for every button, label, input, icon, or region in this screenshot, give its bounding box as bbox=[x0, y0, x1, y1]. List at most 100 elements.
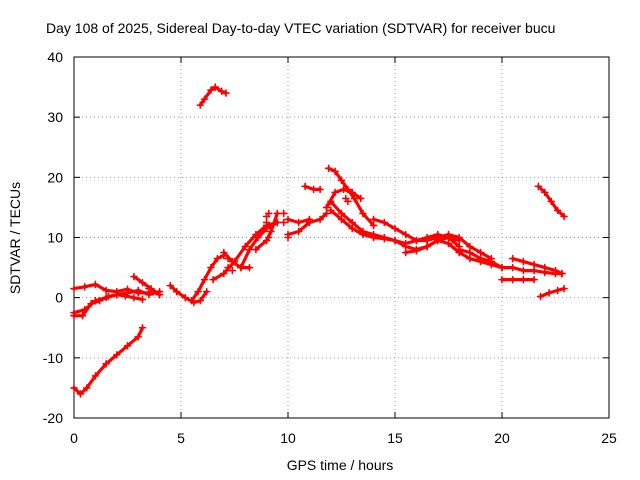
series-trace bbox=[538, 287, 566, 299]
data-point bbox=[264, 233, 273, 242]
data-point bbox=[200, 275, 209, 284]
data-point bbox=[145, 290, 153, 299]
data-point bbox=[322, 209, 331, 218]
data-layer bbox=[70, 83, 568, 398]
data-point bbox=[254, 233, 262, 242]
data-point bbox=[553, 286, 562, 295]
data-point bbox=[213, 254, 222, 263]
data-point bbox=[551, 266, 560, 275]
data-point bbox=[466, 248, 474, 257]
data-point bbox=[241, 242, 249, 251]
data-point bbox=[316, 215, 324, 224]
data-point bbox=[541, 263, 549, 272]
data-point bbox=[224, 254, 232, 263]
data-point bbox=[207, 86, 215, 94]
data-point bbox=[121, 292, 130, 300]
data-point bbox=[273, 209, 282, 218]
data-point bbox=[87, 299, 95, 308]
data-point bbox=[476, 254, 485, 263]
data-point bbox=[423, 236, 431, 245]
series-arc-13 bbox=[284, 209, 331, 239]
data-point bbox=[401, 230, 410, 239]
data-point bbox=[220, 269, 228, 278]
data-point bbox=[113, 351, 121, 359]
data-point bbox=[444, 230, 453, 239]
data-point bbox=[130, 293, 138, 302]
y-tick-label: 40 bbox=[47, 49, 63, 65]
series-trace bbox=[72, 326, 145, 396]
data-point bbox=[262, 224, 271, 233]
data-point bbox=[181, 293, 190, 302]
data-point bbox=[194, 287, 202, 296]
x-tick-label: 10 bbox=[280, 430, 296, 446]
data-point bbox=[327, 197, 335, 206]
data-point bbox=[102, 286, 110, 295]
x-tick-label: 0 bbox=[70, 430, 78, 446]
data-point bbox=[196, 296, 205, 305]
grid-layer bbox=[74, 57, 609, 418]
data-point bbox=[309, 185, 318, 194]
data-point bbox=[95, 296, 104, 305]
data-point bbox=[337, 176, 346, 185]
data-point bbox=[380, 218, 389, 227]
y-axis-label: SDTVAR / TECUs bbox=[7, 182, 23, 294]
series-arc-23 bbox=[498, 275, 538, 284]
data-point bbox=[279, 218, 288, 227]
data-point bbox=[560, 284, 568, 293]
series-arc-3 bbox=[70, 290, 147, 320]
data-point bbox=[200, 95, 209, 103]
series-arc-6 bbox=[166, 281, 211, 307]
data-point bbox=[91, 280, 100, 289]
y-tick-label: 0 bbox=[55, 290, 63, 306]
data-point bbox=[339, 185, 348, 194]
x-tick-label: 25 bbox=[601, 430, 617, 446]
data-point bbox=[228, 266, 237, 275]
data-point bbox=[348, 188, 356, 197]
y-tick-label: 20 bbox=[47, 169, 63, 185]
data-point bbox=[508, 275, 517, 284]
data-point bbox=[536, 292, 545, 301]
data-point bbox=[455, 245, 463, 254]
data-point bbox=[211, 83, 220, 91]
data-point bbox=[434, 236, 442, 245]
data-point bbox=[348, 218, 356, 227]
data-point bbox=[70, 311, 78, 320]
data-point bbox=[207, 263, 215, 272]
data-point bbox=[284, 215, 292, 224]
data-point bbox=[70, 284, 78, 293]
data-point bbox=[237, 263, 245, 272]
series-arc-22 bbox=[455, 245, 506, 272]
data-point bbox=[138, 278, 147, 287]
data-point bbox=[78, 311, 87, 320]
data-point bbox=[262, 218, 271, 227]
chart-title: Day 108 of 2025, Sidereal Day-to-day VTE… bbox=[46, 20, 555, 36]
data-point bbox=[279, 209, 288, 218]
series-arc-21 bbox=[401, 236, 566, 278]
data-point bbox=[305, 215, 314, 224]
data-point bbox=[331, 188, 339, 197]
data-point bbox=[220, 248, 228, 257]
data-point bbox=[264, 209, 273, 218]
data-point bbox=[91, 372, 100, 380]
data-point bbox=[155, 290, 164, 299]
data-point bbox=[541, 188, 549, 197]
data-point bbox=[558, 269, 566, 278]
data-point bbox=[337, 215, 346, 224]
data-point bbox=[149, 287, 157, 296]
data-point bbox=[83, 384, 91, 392]
data-point bbox=[102, 360, 110, 368]
data-point bbox=[455, 233, 463, 242]
data-point bbox=[324, 164, 333, 173]
series-arc-25 bbox=[534, 182, 568, 221]
data-point bbox=[145, 284, 153, 293]
x-tick-label: 5 bbox=[177, 430, 185, 446]
data-point bbox=[530, 266, 538, 275]
data-point bbox=[359, 209, 367, 218]
data-point bbox=[123, 342, 132, 350]
data-point bbox=[138, 323, 147, 332]
data-point bbox=[322, 203, 331, 212]
data-point bbox=[498, 263, 506, 272]
data-point bbox=[209, 275, 217, 284]
data-point bbox=[369, 215, 378, 224]
